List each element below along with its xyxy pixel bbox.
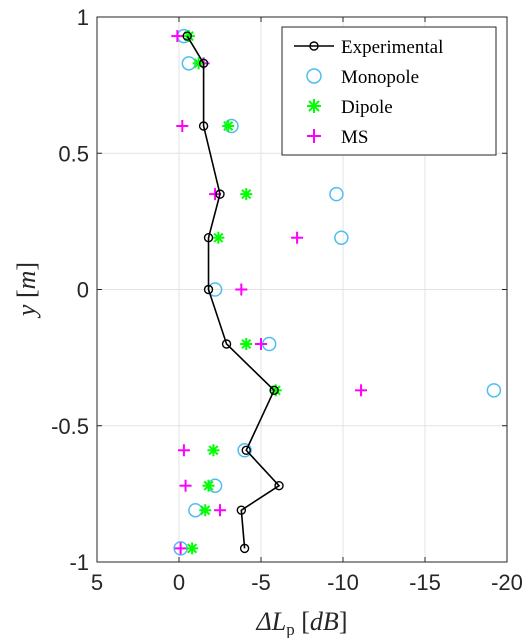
legend-entry-dipole: Dipole: [307, 97, 393, 118]
dipole-point: [186, 542, 199, 555]
ms-point: [255, 338, 267, 350]
x-axis-label: ΔLp [dB]: [256, 607, 348, 638]
legend-label: Experimental: [341, 37, 443, 58]
tick-labels: 5 0 -5 -10 -15 -20 1 0.5 0 -0.5 -1: [51, 5, 523, 595]
experimental-point: [239, 543, 250, 554]
series-ms: [171, 30, 368, 555]
monopole-point: [329, 186, 344, 202]
asterisk-stroke: [308, 100, 320, 112]
legend-marker: [307, 129, 321, 143]
experimental-point: [241, 445, 251, 455]
experimental-point: [221, 339, 232, 349]
monopole-point: [237, 443, 252, 458]
y-axis-label: y [m]: [12, 262, 41, 319]
ms-point: [179, 479, 192, 492]
asterisk-stroke: [183, 31, 194, 42]
dipole-point: [240, 338, 253, 350]
y-tick-label: 0.5: [58, 141, 89, 166]
experimental-line: [186, 35, 281, 549]
asterisk-stroke: [208, 445, 219, 456]
dipole-point: [212, 231, 225, 244]
legend: Experimental Monopole Dipole MS: [281, 26, 497, 156]
legend-marker: [307, 99, 321, 113]
ms-point: [177, 444, 190, 457]
x-tick-label: -10: [327, 570, 359, 595]
legend-marker: [309, 41, 319, 51]
dipole-point: [202, 479, 215, 492]
legend-label: MS: [341, 127, 368, 148]
asterisk-stroke: [213, 232, 224, 243]
ms-point: [171, 30, 184, 43]
ms-point: [291, 231, 304, 244]
y-tick-label: 1: [77, 5, 89, 30]
legend-label: Monopole: [341, 67, 419, 88]
x-tick-label: 5: [91, 570, 103, 595]
x-tick-label: -5: [251, 570, 271, 595]
dipole-point: [199, 504, 212, 517]
y-tick-label: -1: [69, 550, 89, 575]
x-tick-label: 0: [173, 570, 185, 595]
plot-frame: [96, 16, 508, 563]
dipole-point: [240, 188, 253, 201]
series-experimental: [182, 31, 284, 554]
asterisk-stroke: [203, 480, 214, 491]
legend-entry-monopole: Monopole: [306, 67, 419, 88]
legend-entry-ms: MS: [307, 127, 368, 148]
ms-point: [235, 283, 248, 296]
asterisk-stroke: [241, 338, 252, 350]
monopole-point: [334, 230, 349, 245]
ms-point: [209, 188, 222, 201]
ms-point: [176, 120, 189, 132]
y-tick-label: 0: [77, 278, 89, 303]
asterisk-stroke: [223, 120, 234, 132]
legend-entry-experimental: Experimental: [294, 37, 443, 58]
experimental-point: [274, 481, 284, 491]
y-tick-label: -0.5: [51, 414, 89, 439]
monopole-point: [486, 383, 502, 398]
experimental-point: [182, 31, 192, 41]
ms-point: [355, 384, 368, 397]
x-tick-label: -15: [409, 570, 441, 595]
experimental-point: [198, 121, 209, 131]
experimental-point: [215, 189, 225, 199]
dipole-point: [207, 444, 220, 457]
experimental-point: [198, 58, 209, 69]
series-layer: [171, 28, 502, 556]
experimental-point: [236, 505, 247, 515]
experimental-point: [203, 233, 214, 243]
ms-point: [174, 542, 187, 555]
asterisk-stroke: [187, 543, 198, 554]
dipole-point: [222, 120, 235, 132]
experimental-point: [269, 385, 279, 396]
asterisk-stroke: [241, 189, 252, 200]
x-tick-label: -20: [491, 570, 523, 595]
asterisk-stroke: [200, 505, 211, 516]
legend-marker: [306, 68, 322, 84]
ms-point: [214, 504, 226, 517]
legend-label: Dipole: [341, 97, 393, 118]
experimental-point: [203, 284, 214, 295]
